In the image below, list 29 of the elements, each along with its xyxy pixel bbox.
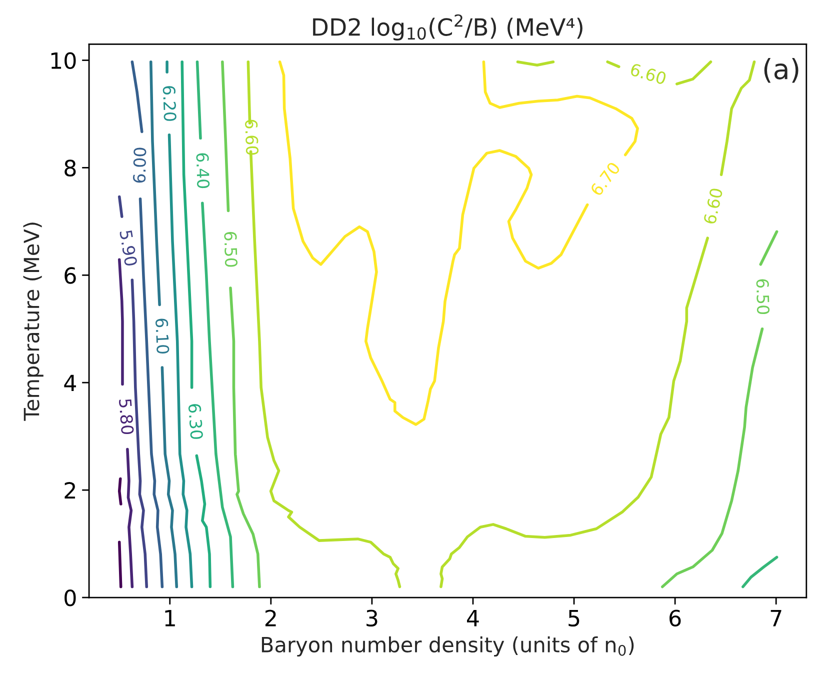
y-tick-label: 10	[51, 52, 76, 70]
text: 6.30	[188, 404, 204, 440]
y-tick-label: 0	[64, 589, 76, 606]
x-tick-label: 4	[466, 610, 479, 626]
x-tick-label: 6	[670, 610, 681, 627]
x-axis-title: Baryon number density (units of n$_{0}$)	[262, 636, 634, 657]
text: 6.20	[162, 86, 177, 122]
line-series	[742, 556, 778, 588]
x-tick-label: 2	[265, 610, 276, 626]
text: 6.50	[756, 279, 770, 314]
x-tick-label: 7	[770, 610, 782, 626]
text: 6.60	[630, 62, 667, 85]
text: 6.10	[155, 318, 170, 354]
x-tick-label: 5	[568, 610, 580, 627]
x-tick-label: 3	[366, 610, 378, 627]
text: 6.60	[703, 188, 723, 224]
y-tick-label: 2	[64, 482, 76, 499]
text: 5.80	[118, 398, 134, 434]
y-tick-label: 4	[64, 374, 76, 392]
y-tick-label: 6	[64, 267, 76, 284]
annotation: (a)	[764, 58, 798, 83]
x-tick-label: 1	[165, 610, 175, 626]
y-axis-title: Temperature (MeV)	[23, 222, 44, 421]
text: 6.40	[196, 153, 210, 188]
text: 6.00	[132, 148, 146, 183]
text: 5.90	[119, 230, 138, 266]
chart-title: DD2 log$_{10}$(C$^{2}$/B) (MeV⁴)	[313, 14, 582, 41]
y-tick-label: 8	[64, 160, 76, 176]
text: 6.50	[224, 232, 238, 267]
